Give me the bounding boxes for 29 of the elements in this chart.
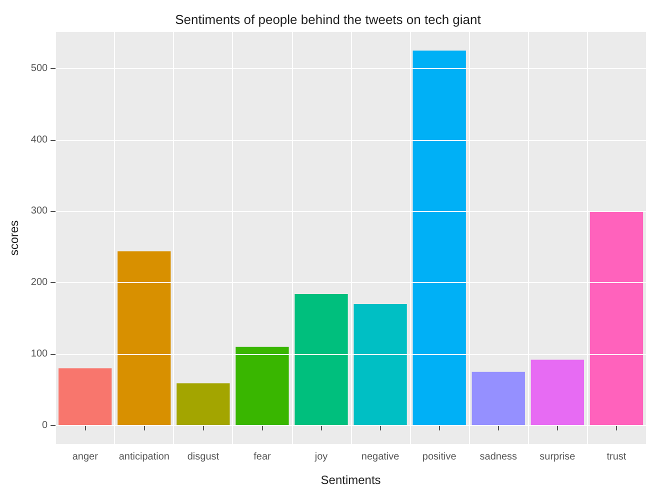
x-tick-label: anger [72, 452, 99, 462]
x-tick-label: disgust [187, 452, 220, 462]
bar [58, 368, 112, 426]
x-tick-label: negative [361, 452, 400, 462]
x-tick-label: fear [254, 452, 272, 462]
bar [236, 346, 289, 426]
y-tick-label: 500 [30, 62, 48, 74]
bar [472, 372, 525, 426]
bar [176, 383, 230, 426]
chart-title: Sentiments of people behind the tweets on tech giant [175, 12, 482, 27]
y-axis-title: scores [7, 220, 21, 256]
bar [294, 294, 348, 426]
bar [590, 212, 644, 426]
bar [354, 304, 407, 426]
y-tick-label: 0 [42, 420, 48, 431]
y-tick-label: 100 [30, 348, 48, 360]
x-tick-label: positive [422, 452, 457, 462]
x-tick-label: sadness [480, 452, 518, 462]
bar [530, 360, 584, 426]
bar [118, 251, 171, 426]
x-tick-label: trust [606, 452, 626, 462]
x-tick-label: anticipation [118, 452, 170, 462]
y-tick-label: 300 [30, 206, 48, 217]
x-axis-title: Sentiments [320, 473, 381, 487]
bar [412, 50, 466, 426]
y-tick-label: 200 [30, 277, 48, 288]
y-tick-label: 400 [30, 134, 48, 146]
x-tick-label: surprise [540, 452, 576, 462]
x-tick-label: joy [314, 452, 328, 462]
